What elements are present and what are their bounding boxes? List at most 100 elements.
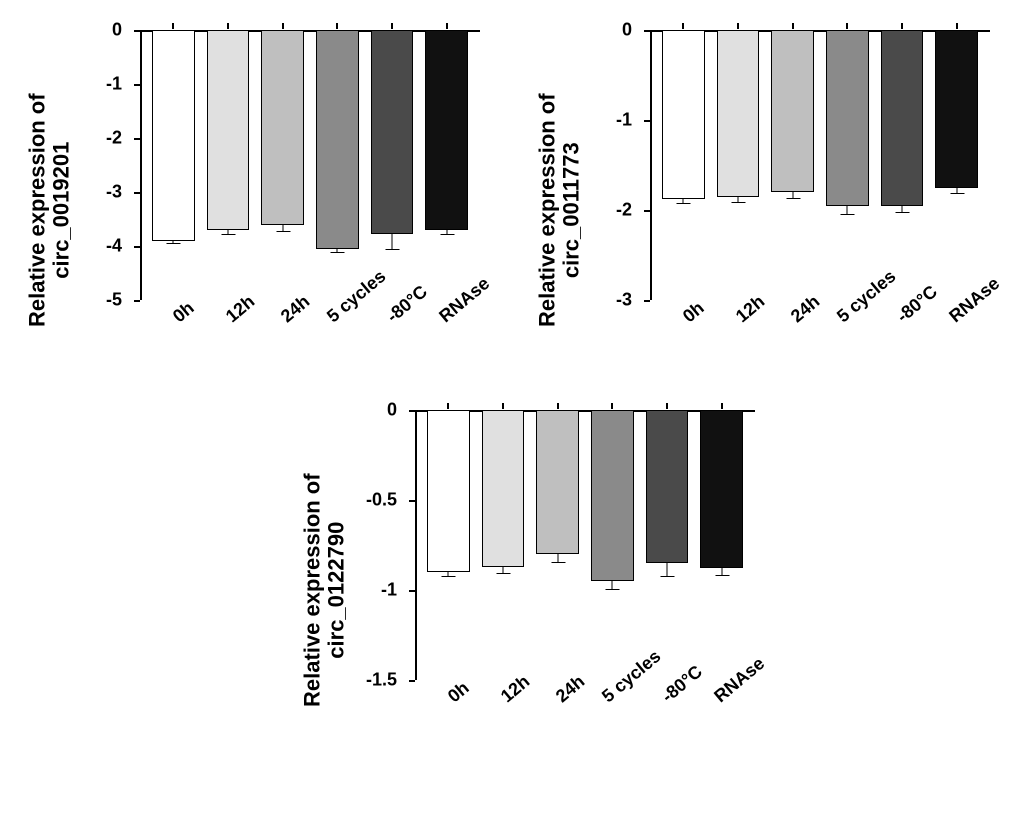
x-label-slot: 0h (656, 305, 711, 400)
x-label-slot: 24h (765, 305, 820, 400)
x-label-slot: RNAse (694, 685, 749, 780)
bars-container (140, 30, 480, 300)
panel-circ-0019201: Relative expression ofcirc_0019201 0-1-2-… (20, 20, 490, 400)
row-top: Relative expression ofcirc_0019201 0-1-2-… (20, 20, 1020, 400)
plot-area: 0-0.5-1-1.5 (385, 410, 755, 680)
y-tick-label: -2 (606, 200, 646, 221)
x-tick (666, 403, 668, 409)
bars-container (650, 30, 990, 300)
error-bar-cap (786, 198, 800, 199)
x-tick (682, 23, 684, 29)
x-tick (446, 23, 448, 29)
x-label-slot: -80°C (875, 305, 930, 400)
error-bar-cap (896, 212, 910, 213)
y-tick-label: -3 (606, 290, 646, 311)
bar (425, 30, 468, 230)
error-bar-cap (222, 234, 236, 235)
x-label-slot: RNAse (929, 305, 984, 400)
figure: Relative expression ofcirc_00192010-1-2-… (20, 20, 1020, 780)
x-label-slot: 12h (711, 305, 766, 400)
x-tick (227, 23, 229, 29)
x-label-slot: 5 cycles (585, 685, 640, 780)
error-bar-cap (386, 249, 400, 250)
error-bar-cap (677, 203, 691, 204)
y-tick-label: -1.5 (366, 670, 411, 691)
bar (662, 30, 705, 199)
x-tick (846, 23, 848, 29)
bar-slot (875, 30, 930, 300)
x-tick (502, 403, 504, 409)
error-bar-cap (442, 576, 456, 577)
x-label-slot: 0h (421, 685, 476, 780)
error-bar-cap (551, 562, 565, 563)
bar-slot (255, 30, 310, 300)
x-label-slot: 12h (201, 305, 256, 400)
bar-slot (656, 30, 711, 300)
y-tick-label: 0 (606, 20, 646, 41)
error-bar-cap (276, 231, 290, 232)
x-label-slot: 12h (476, 685, 531, 780)
plot-area: 0-1-2-3 (620, 30, 990, 300)
bar (700, 410, 743, 568)
bar (482, 410, 525, 567)
y-tick-label: 0 (371, 400, 411, 421)
x-label-slot: -80°C (365, 305, 420, 400)
error-bar-cap (732, 202, 746, 203)
bars-container (415, 410, 755, 680)
x-labels: 0h12h24h5 cycles-80°CRNAse (650, 305, 990, 400)
error-bar (557, 554, 558, 563)
error-bar (902, 206, 903, 213)
x-tick-label: 0h (679, 297, 709, 327)
error-bar (721, 568, 722, 575)
x-tick (557, 403, 559, 409)
error-bar (792, 192, 793, 199)
error-bar-cap (661, 576, 675, 577)
error-bar (503, 567, 504, 574)
y-axis-label: Relative expression ofcirc_0019201 (20, 20, 80, 400)
bar-slot (310, 30, 365, 300)
panel-circ-0122790: Relative expression ofcirc_01227900-0.5-… (295, 400, 765, 780)
bar (935, 30, 978, 188)
bar (646, 410, 689, 563)
bar (717, 30, 760, 197)
x-tick (611, 403, 613, 409)
plot-area: 0-1-2-3-4-5 (110, 30, 480, 300)
y-axis-label-text: Relative expression ofcirc_0019201 (26, 93, 74, 327)
error-bar (847, 206, 848, 215)
bar (316, 30, 359, 249)
x-tick (282, 23, 284, 29)
bar-slot (694, 410, 749, 680)
error-bar (612, 581, 613, 590)
y-tick-label: -2 (96, 128, 136, 149)
error-bar (173, 241, 174, 245)
bar-slot (765, 30, 820, 300)
x-tick-label: 0h (169, 297, 199, 327)
x-tick (737, 23, 739, 29)
y-tick-label: -1 (371, 580, 411, 601)
bar-slot (201, 30, 256, 300)
error-bar-cap (167, 243, 181, 244)
x-tick (172, 23, 174, 29)
bar-slot (419, 30, 474, 300)
bar-slot (530, 410, 585, 680)
error-bar-cap (331, 252, 345, 253)
bar-slot (929, 30, 984, 300)
bar (427, 410, 470, 572)
y-axis-label-text: Relative expression ofcirc_0011773 (536, 93, 584, 327)
bar (536, 410, 579, 554)
error-bar (956, 188, 957, 194)
error-bar-cap (950, 193, 964, 194)
x-tick (792, 23, 794, 29)
x-label-slot: -80°C (640, 685, 695, 780)
error-bar (392, 234, 393, 250)
bar-slot (421, 410, 476, 680)
x-label-slot: 5 cycles (310, 305, 365, 400)
bar-slot (585, 410, 640, 680)
panel-circ-0011773: Relative expression ofcirc_0011773 0-1-2-… (530, 20, 1000, 400)
x-tick (901, 23, 903, 29)
bar-slot (146, 30, 201, 300)
bar-slot (640, 410, 695, 680)
bar (207, 30, 250, 230)
x-tick (336, 23, 338, 29)
x-tick (956, 23, 958, 29)
